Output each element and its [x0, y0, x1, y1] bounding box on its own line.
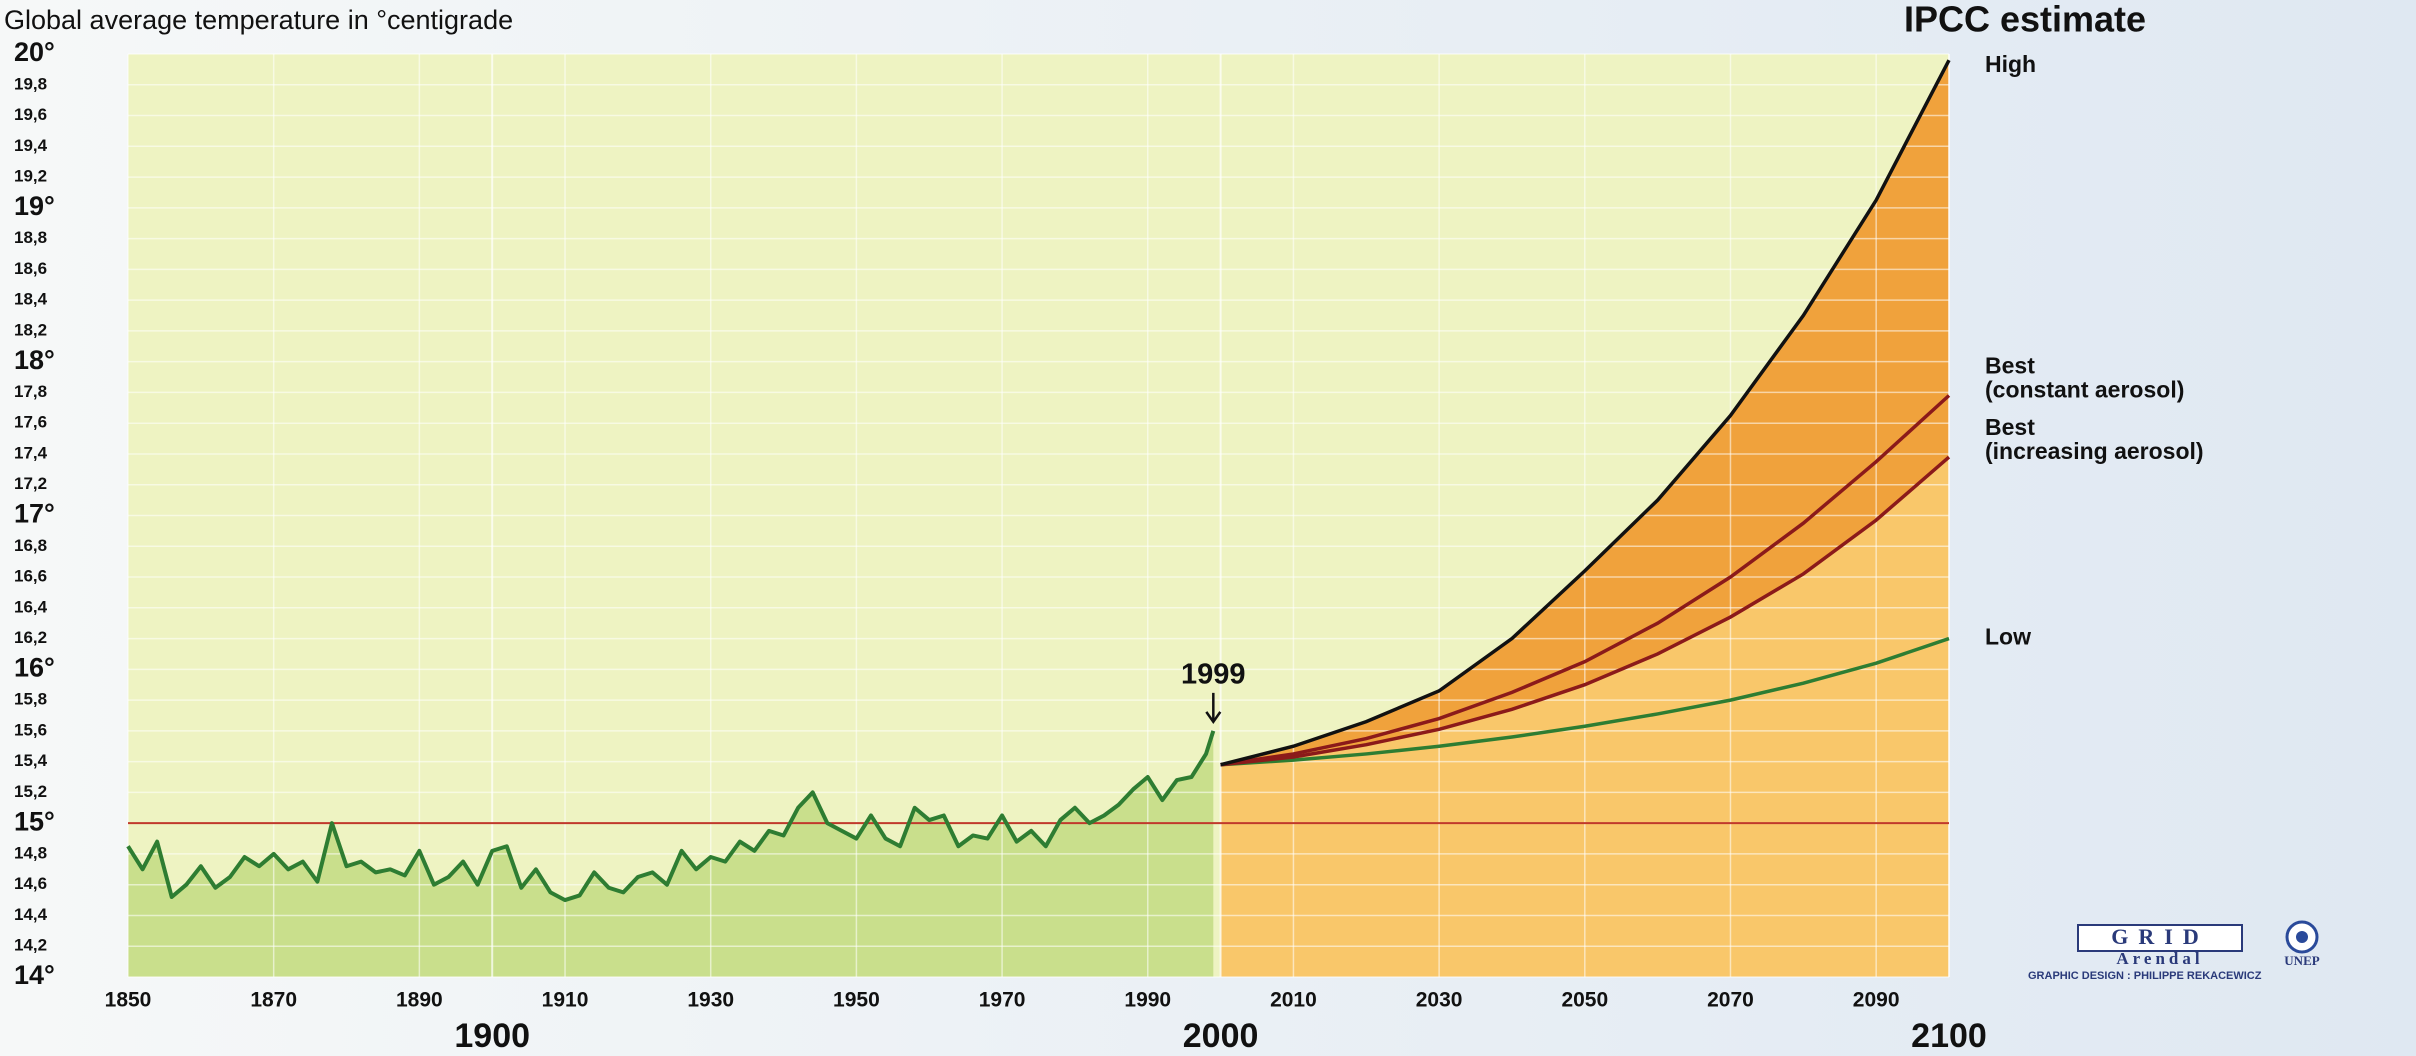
series-label: High — [1985, 51, 2036, 77]
y-tick-label: 19,2 — [14, 167, 47, 186]
annotation: 1999 — [1181, 659, 1246, 691]
x-tick-label: 1970 — [979, 989, 1026, 1012]
y-tick-label: 19,8 — [14, 74, 47, 93]
series-label: Best — [1985, 414, 2035, 440]
x-tick-label: 1950 — [833, 989, 880, 1012]
history-line — [126, 730, 1216, 903]
projection-line — [1220, 636, 1950, 767]
y-tick-label: 15,4 — [14, 751, 48, 770]
logo-text: GRID — [2111, 924, 2208, 949]
x-tick-label: 1850 — [105, 989, 152, 1012]
y-tick-label: 20° — [14, 37, 55, 67]
century-label: 2000 — [1183, 1017, 1259, 1055]
y-tick-label: 16,4 — [14, 597, 48, 616]
y-tick-label: 19,4 — [14, 136, 48, 155]
y-tick-label: 14,6 — [14, 874, 47, 893]
y-tick-label: 16,8 — [14, 536, 47, 555]
y-tick-label: 14,2 — [14, 936, 47, 955]
projection-line — [1220, 394, 1951, 767]
unep-logo-inner — [2296, 931, 2308, 943]
x-tick-label: 2010 — [1270, 989, 1317, 1012]
y-tick-label: 17,4 — [14, 443, 48, 462]
century-label: 1900 — [454, 1017, 530, 1055]
y-tick-label: 19° — [14, 191, 55, 221]
y-tick-label: 18,4 — [14, 290, 48, 309]
plot: 14° 14,2 14,4 14,6 14,8 15° 15,2 15,4 15,6 15,8 16… — [14, 37, 2320, 1055]
y-tick-label: 14° — [14, 960, 55, 990]
x-tick-label: 2070 — [1707, 989, 1754, 1012]
projection-line — [1220, 455, 1951, 767]
series-note: (constant aerosol) — [1985, 377, 2184, 403]
y-tick-label: 17,8 — [14, 382, 47, 401]
y-tick-label: 14,4 — [14, 905, 48, 924]
x-tick-label: 1910 — [542, 989, 589, 1012]
y-tick-label: 16,6 — [14, 567, 47, 586]
y-tick-label: 18,2 — [14, 320, 47, 339]
y-tick-label: 17,6 — [14, 413, 47, 432]
x-tick-label: 1990 — [1124, 989, 1171, 1012]
x-tick-label: 1890 — [396, 989, 443, 1012]
design-credit: GRAPHIC DESIGN : PHILIPPE REKACEWICZ — [2028, 970, 2262, 982]
y-tick-label: 14,8 — [14, 843, 47, 862]
century-label: 2100 — [1911, 1017, 1987, 1055]
series-note: (increasing aerosol) — [1985, 438, 2204, 464]
y-tick-label: 17° — [14, 499, 55, 529]
chart-title: Global average temperature in °centigrad… — [4, 5, 513, 35]
series-label: Low — [1985, 624, 2031, 650]
y-tick-label: 18° — [14, 345, 55, 375]
x-tick-label: 1870 — [250, 989, 297, 1012]
logo-box — [2077, 924, 2243, 952]
y-tick-label: 17,2 — [14, 474, 47, 493]
projection-band — [1220, 60, 1949, 765]
y-tick-label: 15,6 — [14, 720, 47, 739]
unep-label: UNEP — [2284, 953, 2319, 968]
x-tick-label: 1930 — [687, 989, 734, 1012]
y-tick-label: 15,8 — [14, 690, 47, 709]
projection-title: IPCC estimate — [1904, 0, 2146, 40]
y-tick-label: 19,6 — [14, 105, 47, 124]
y-tick-label: 16,2 — [14, 628, 47, 647]
x-tick-label: 2050 — [1561, 989, 1608, 1012]
y-tick-label: 15,2 — [14, 782, 47, 801]
logo-city: Arendal — [2116, 949, 2203, 968]
annotation-arrowhead — [1205, 711, 1222, 725]
y-tick-label: 18,6 — [14, 259, 47, 278]
projection-line — [1220, 59, 1951, 767]
y-tick-label: 16° — [14, 652, 55, 682]
series-label: Best — [1985, 353, 2035, 379]
x-tick-label: 2090 — [1853, 989, 1900, 1012]
y-tick-label: 18,8 — [14, 228, 47, 247]
y-tick-label: 15° — [14, 806, 55, 836]
x-tick-label: 2030 — [1416, 989, 1463, 1012]
